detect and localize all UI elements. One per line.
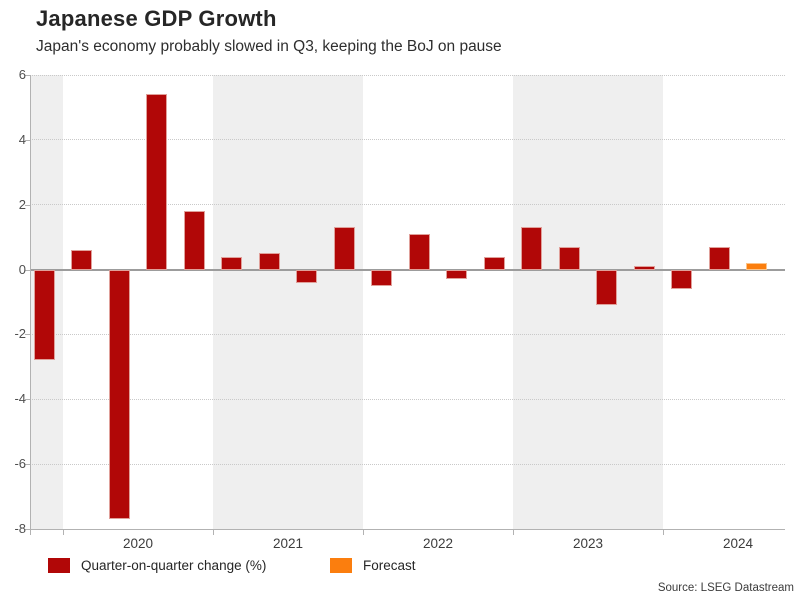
- legend-item-qoq: Quarter-on-quarter change (%): [48, 558, 266, 573]
- bar-2024-q3: [746, 263, 768, 270]
- year-band-2021: [213, 75, 363, 529]
- y-axis-label--8: -8: [14, 521, 26, 536]
- y-tick--4: [25, 399, 30, 401]
- x-axis-label-2020: 2020: [122, 536, 154, 551]
- gridline-4: [30, 139, 785, 141]
- gridline--6: [30, 463, 785, 465]
- bar-2021-q4: [333, 227, 355, 270]
- y-axis-label--4: -4: [14, 391, 26, 407]
- bar-2023-q2: [558, 246, 580, 270]
- bar-2024-q2: [708, 246, 730, 270]
- y-axis-label-4: 4: [18, 131, 26, 147]
- x-axis-label-2021: 2021: [272, 536, 304, 551]
- legend-label-forecast: Forecast: [363, 558, 416, 573]
- y-tick-2: [25, 204, 30, 206]
- bar-2023-q3: [596, 269, 618, 306]
- zero-line: [30, 268, 785, 271]
- qoq-series-swatch-icon: [48, 558, 70, 573]
- x-tick-4: [513, 530, 514, 535]
- bar-2020-q3: [146, 94, 168, 270]
- gridline--4: [30, 398, 785, 400]
- bar-2021-q1: [221, 256, 243, 270]
- chart-subtitle: Japan's economy probably slowed in Q3, k…: [36, 38, 502, 55]
- y-axis-label-0: 0: [18, 261, 26, 277]
- y-tick--2: [25, 334, 30, 336]
- y-axis-label--2: -2: [14, 326, 26, 342]
- gridline-6: [30, 74, 785, 76]
- bar-2020-q1: [71, 250, 93, 270]
- page-title: Japanese GDP Growth: [36, 6, 277, 31]
- y-tick--8: [25, 529, 30, 530]
- x-tick-0: [30, 530, 31, 535]
- legend: Quarter-on-quarter change (%) Forecast: [0, 558, 801, 580]
- x-tick-3: [363, 530, 364, 535]
- y-tick-6: [25, 75, 30, 76]
- x-axis-label-2023: 2023: [572, 536, 604, 551]
- bar-2022-q4: [483, 256, 505, 270]
- bar-2020-q2: [108, 269, 130, 520]
- bar-2022-q2: [408, 233, 430, 270]
- bar-2023-q1: [521, 227, 543, 270]
- source-credit: Source: LSEG Datastream: [657, 582, 794, 594]
- bar-2022-q3: [446, 269, 468, 280]
- y-tick-4: [25, 139, 30, 141]
- y-axis-label-6: 6: [18, 67, 26, 82]
- legend-item-forecast: Forecast: [330, 558, 416, 573]
- gridline--2: [30, 333, 785, 335]
- x-tick-2: [213, 530, 214, 535]
- bar-2023-q4: [633, 266, 655, 270]
- bar-2021-q3: [296, 269, 318, 283]
- bar-2021-q2: [258, 253, 280, 270]
- x-axis-label-2022: 2022: [422, 536, 454, 551]
- year-band-2023: [513, 75, 663, 529]
- x-tick-1: [63, 530, 64, 535]
- bar-2020-q4: [183, 211, 205, 270]
- bar-2024-q1: [671, 269, 693, 290]
- y-tick--6: [25, 464, 30, 466]
- y-axis-label--6: -6: [14, 456, 26, 472]
- bar-2022-q1: [371, 269, 393, 286]
- x-tick-5: [663, 530, 664, 535]
- bar-2019-q4: [33, 269, 55, 361]
- x-axis-line: [30, 529, 785, 530]
- forecast-series-swatch-icon: [330, 558, 352, 573]
- legend-label-qoq: Quarter-on-quarter change (%): [81, 558, 267, 573]
- y-axis-label-2: 2: [18, 196, 26, 212]
- y-axis-line: [30, 75, 31, 529]
- gridline-2: [30, 204, 785, 206]
- y-tick-0: [25, 269, 30, 271]
- x-axis-label-2024: 2024: [722, 536, 754, 551]
